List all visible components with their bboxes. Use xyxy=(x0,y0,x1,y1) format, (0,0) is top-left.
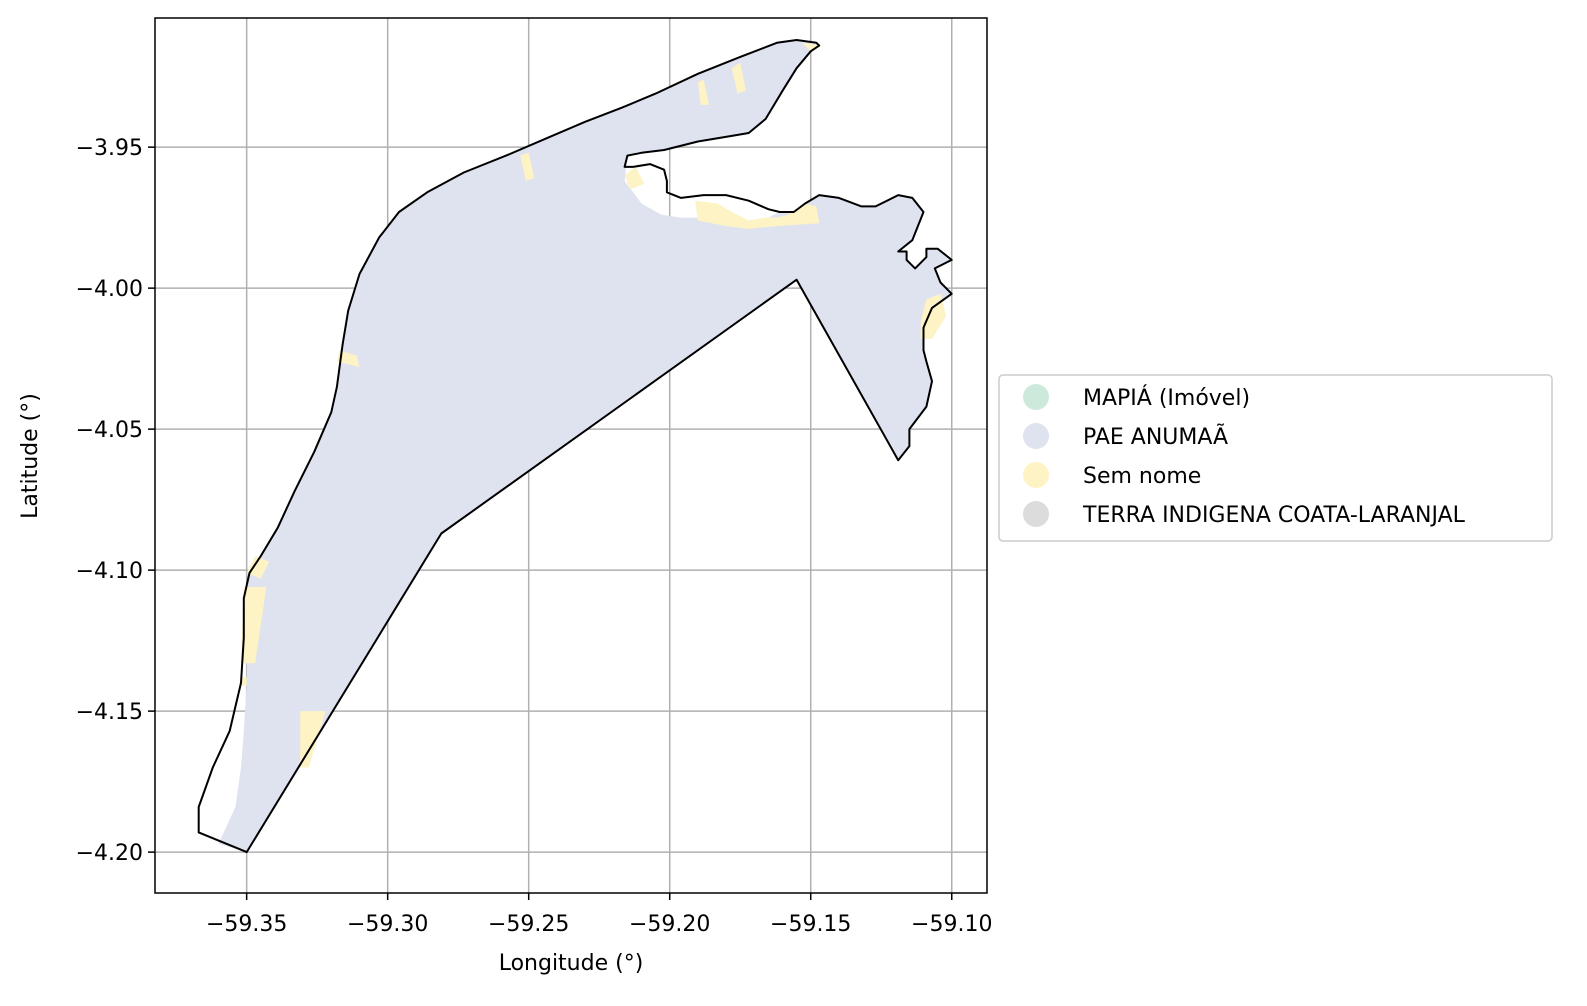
x-tick-label: −59.30 xyxy=(347,912,428,937)
legend-marker xyxy=(1023,462,1049,488)
x-axis-ticks: −59.35 −59.30 −59.25 −59.20 −59.15 −59.10 xyxy=(206,893,992,937)
y-axis-title: Latitude (°) xyxy=(18,393,43,519)
legend-marker xyxy=(1023,384,1049,410)
sem-nome-parcel xyxy=(920,293,947,339)
sem-nome-parcel xyxy=(241,587,267,664)
terra-indigena-boundary xyxy=(197,39,953,854)
x-tick-label: −59.20 xyxy=(629,912,710,937)
pae-anumaa-layer xyxy=(218,40,952,853)
legend-item: MAPIÁ (Imóvel) xyxy=(1023,384,1250,411)
legend-label: TERRA INDIGENA COATA-LARANJAL xyxy=(1082,503,1466,528)
x-tick-label: −59.35 xyxy=(206,912,287,937)
y-tick-label: −4.15 xyxy=(76,700,143,725)
sem-nome-parcel xyxy=(802,42,822,52)
legend: MAPIÁ (Imóvel) PAE ANUMAÃ Sem nome TERRA IN… xyxy=(998,374,1553,542)
legend-item: Sem nome xyxy=(1023,462,1201,489)
legend-marker xyxy=(1023,501,1049,527)
x-tick-label: −59.10 xyxy=(911,912,992,937)
legend-label: MAPIÁ (Imóvel) xyxy=(1083,385,1250,411)
pae-anumaa-polygon xyxy=(218,40,952,853)
sem-nome-parcel xyxy=(624,166,645,190)
legend-box xyxy=(998,374,1553,542)
y-tick-label: −4.10 xyxy=(76,559,143,584)
sem-nome-parcel xyxy=(731,62,746,94)
y-tick-label: −4.20 xyxy=(76,841,143,866)
sem-nome-layer xyxy=(241,42,947,768)
y-tick-label: −3.95 xyxy=(76,136,143,161)
sem-nome-parcel xyxy=(241,677,247,686)
sem-nome-parcel xyxy=(695,200,820,229)
x-axis-title: Longitude (°) xyxy=(499,951,644,976)
sem-nome-parcel xyxy=(520,152,535,181)
legend-label: Sem nome xyxy=(1083,464,1201,489)
legend-item: PAE ANUMAÃ xyxy=(1023,423,1228,450)
y-axis-ticks: −3.95 −4.00 −4.05 −4.10 −4.15 −4.20 xyxy=(76,136,155,866)
axes-frame xyxy=(154,17,988,894)
y-tick-label: −4.00 xyxy=(76,277,143,302)
sem-nome-parcel xyxy=(697,79,710,105)
legend-label: PAE ANUMAÃ xyxy=(1083,423,1228,450)
x-tick-label: −59.15 xyxy=(770,912,851,937)
sem-nome-parcel xyxy=(336,350,360,368)
legend-marker xyxy=(1023,423,1049,449)
plot-area xyxy=(154,17,988,894)
boundary-layer xyxy=(197,39,953,854)
x-tick-label: −59.25 xyxy=(488,912,569,937)
y-tick-label: −4.05 xyxy=(76,418,143,443)
legend-item: TERRA INDIGENA COATA-LARANJAL xyxy=(1023,501,1466,528)
sem-nome-parcel xyxy=(246,556,270,579)
